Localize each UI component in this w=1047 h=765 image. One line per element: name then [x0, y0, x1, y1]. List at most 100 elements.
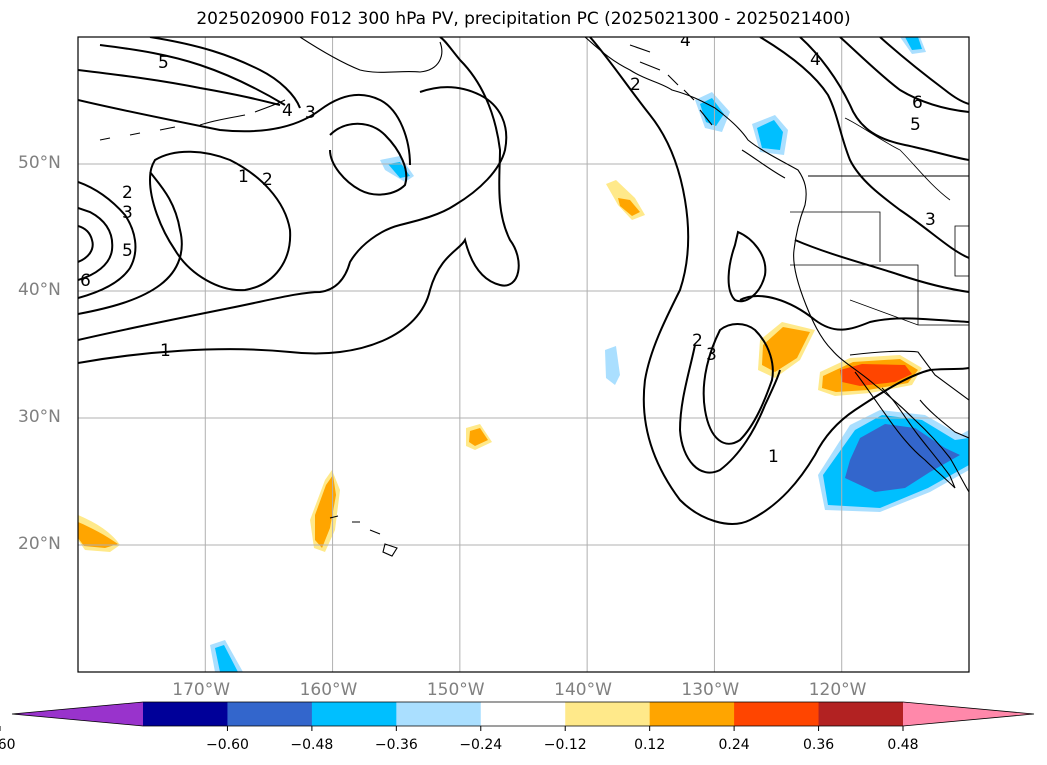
longitude-tick-label: 160°W: [299, 680, 358, 700]
contour-label: 1: [238, 167, 249, 187]
colorbar-tick-label: −0.48: [290, 737, 334, 753]
longitude-tick-label: 120°W: [808, 680, 867, 700]
contour-label: 4: [680, 31, 691, 51]
latitude-tick-label: 20°N: [18, 534, 61, 554]
precip-negative-area: [757, 120, 783, 150]
pv-contour-line: [148, 150, 292, 292]
pv-contour-line: [739, 295, 969, 331]
pv-contour-line: [78, 207, 114, 281]
coastlines: [99, 37, 969, 557]
longitude-tick-label: 150°W: [426, 680, 485, 700]
colorbar-segment: [818, 702, 904, 726]
contour-label: 5: [158, 53, 169, 73]
pv-contour-line: [589, 37, 969, 525]
pv-contour-line: [727, 230, 767, 303]
baja-peninsula-coastline: [854, 371, 956, 489]
colorbar-tick-label: −0.12: [543, 737, 587, 753]
pv-contour-line: [149, 37, 301, 109]
latitude-tick-label: 40°N: [18, 280, 61, 300]
pv-contour-line: [78, 225, 94, 263]
latitude-tick-label: 50°N: [18, 153, 61, 173]
contour-label: 2: [122, 183, 133, 203]
canadian-province-borders: [844, 117, 951, 201]
longitude-tick-label: 130°W: [681, 680, 740, 700]
us-state-borders: [790, 211, 969, 326]
map-content: 1 1 2 2 3 3 4 5 6 6 5 4 1 2 3 2 3 4 5: [78, 31, 969, 672]
contour-label: 4: [810, 50, 821, 70]
colorbar-tick-label: 0.60: [0, 737, 16, 753]
pv-contour-line: [759, 37, 969, 259]
precip-negative-area: [215, 645, 238, 672]
contour-label: 2: [262, 170, 273, 190]
contour-label: 3: [122, 203, 133, 223]
pv-contour-line: [78, 69, 281, 106]
pv-contour-line: [78, 86, 508, 341]
pv-contour-line: [702, 323, 774, 445]
contour-label: 5: [122, 241, 133, 261]
longitude-tick-label: 170°W: [172, 680, 231, 700]
pv-contour-line: [799, 37, 969, 161]
pv-contour-line: [78, 181, 137, 299]
contour-label: 3: [706, 345, 717, 365]
precip-positive-area: [618, 198, 640, 216]
colorbar-segment: [396, 702, 482, 726]
longitude-tick-label: 140°W: [554, 680, 612, 700]
precip-positive-area: [315, 475, 336, 548]
contour-label: 3: [305, 103, 316, 123]
contour-label: 6: [80, 271, 91, 291]
colorbar-segment: [734, 702, 820, 726]
contour-label: 6: [912, 93, 923, 113]
contour-label: 1: [160, 341, 171, 361]
pv-contour-line: [78, 93, 411, 166]
precip-negative-area: [388, 162, 410, 178]
precip-negative-area: [905, 37, 922, 50]
colorbar-tick-label: −0.36: [374, 737, 418, 753]
colorbar-extend-high: [903, 702, 1034, 726]
colorbar-extend-low: [12, 702, 143, 726]
precip-negative-area: [605, 346, 620, 385]
colorbar-tick-label: −0.24: [459, 737, 503, 753]
map-frame: [77, 36, 970, 673]
map-title: 2025020900 F012 300 hPa PV, precipitatio…: [196, 9, 851, 29]
alaska-coastline: [299, 37, 443, 73]
pv-contour-line: [879, 37, 969, 105]
precip-positive-area: [762, 327, 810, 372]
contour-label: 2: [692, 331, 703, 351]
map-gridlines: [78, 37, 969, 672]
haida-gwaii: [699, 109, 713, 126]
precip-positive-area: [840, 364, 912, 386]
colorbar-tick-label: 0.36: [802, 737, 835, 753]
contour-labels: 1 1 2 2 3 3 4 5 6 6 5 4 1 2 3 2 3 4 5: [80, 31, 936, 467]
colorbar: [0, 701, 1035, 731]
colorbar-segment: [480, 702, 566, 726]
pv-contour-line: [678, 344, 781, 474]
colorbar-segment: [143, 702, 228, 726]
pv-contour-line: [329, 122, 408, 196]
contour-label: 5: [910, 115, 921, 135]
contour-label: 2: [630, 75, 641, 95]
colorbar-outline: [11, 701, 1035, 727]
colorbar-tick-label: 0.48: [887, 737, 919, 753]
precip-negative-area: [700, 98, 724, 126]
contour-label: 3: [925, 210, 936, 230]
aleutian-islands: [99, 99, 286, 141]
mexico-mainland-coastline: [919, 399, 969, 439]
colorbar-tick-label: 0.24: [718, 737, 750, 753]
precip-positive-area: [78, 522, 118, 548]
pv-contours: [78, 37, 969, 525]
colorbar-tick-label: 0.12: [634, 737, 666, 753]
north-america-coastline: [584, 37, 969, 493]
precip-negative-area: [845, 424, 960, 492]
hawaii-islands: [329, 515, 398, 557]
colorbar-tick-label: −0.60: [205, 737, 249, 753]
pv-contour-line: [99, 44, 286, 106]
latitude-tick-label: 30°N: [18, 407, 61, 427]
pv-contour-line: [794, 239, 969, 293]
colorbar-segment: [227, 702, 313, 726]
pv-contour-line: [78, 171, 183, 315]
precip-positive-area: [469, 428, 488, 446]
vancouver-island: [741, 149, 786, 179]
colorbar-segment: [565, 702, 651, 726]
contour-label: 1: [768, 447, 779, 467]
